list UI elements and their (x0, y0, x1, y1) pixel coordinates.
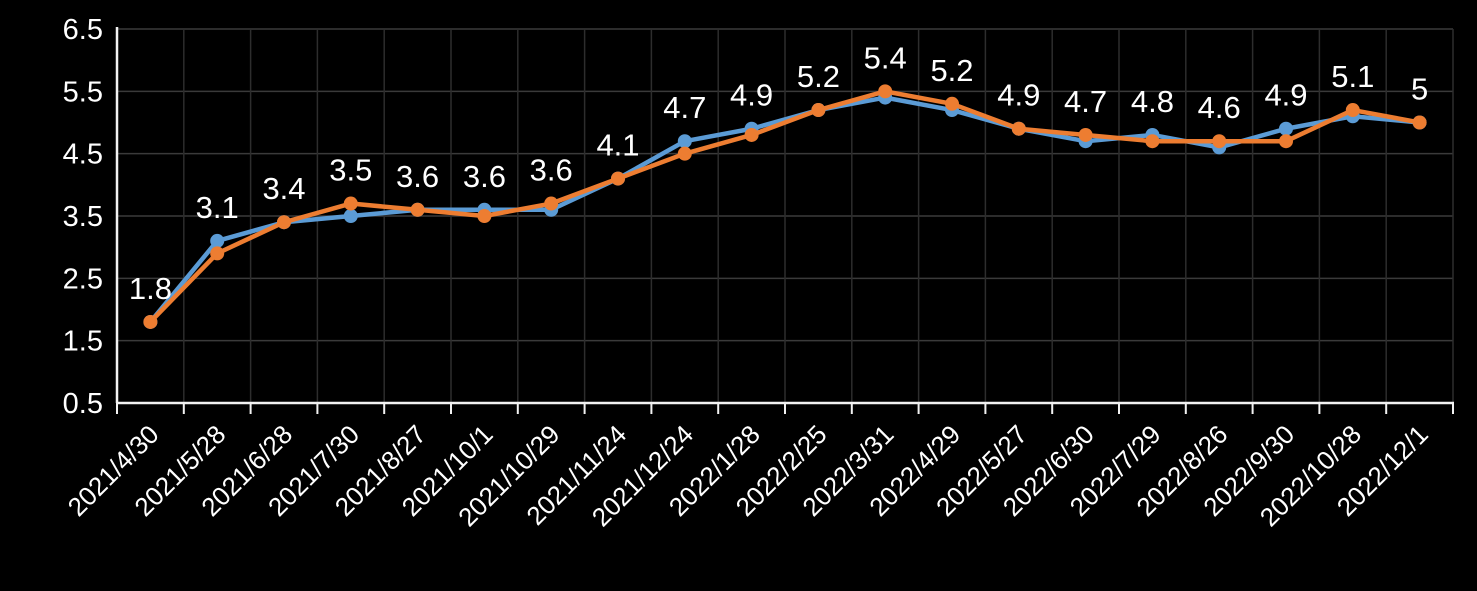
series-orange-marker (677, 146, 692, 161)
data-label: 4.6 (1198, 90, 1241, 125)
series-orange-marker (343, 196, 358, 211)
data-label: 3.6 (396, 159, 439, 194)
data-label: 1.8 (129, 271, 172, 306)
series-orange-marker (277, 215, 291, 230)
data-label: 5.2 (797, 59, 840, 94)
data-label: 5 (1411, 72, 1428, 107)
series-orange-marker (1011, 121, 1026, 136)
series-orange-marker (1212, 134, 1227, 149)
y-tick-label: 2.5 (63, 263, 103, 295)
data-label: 4.7 (1064, 84, 1107, 119)
data-label: 3.1 (196, 190, 239, 225)
data-label: 4.9 (730, 78, 773, 113)
series-orange-marker (811, 103, 826, 118)
series-orange-marker (1078, 127, 1093, 142)
y-tick-label: 1.5 (63, 326, 103, 358)
series-blue-marker (343, 209, 358, 223)
series-orange-marker (1279, 134, 1293, 149)
data-label: 3.6 (463, 159, 506, 194)
series-orange-line (148, 89, 1422, 325)
data-label: 4.9 (997, 78, 1040, 113)
series-orange-marker (477, 209, 492, 223)
series-orange-marker (1412, 115, 1427, 130)
data-label: 3.5 (329, 153, 372, 188)
data-label: 3.6 (530, 153, 573, 188)
y-tick-label: 4.5 (63, 139, 103, 171)
series-blue-marker (677, 134, 692, 149)
series-orange-marker (1345, 103, 1360, 118)
series-blue-marker (1279, 121, 1293, 136)
series-orange-marker (744, 127, 759, 142)
series-orange-marker (611, 171, 625, 186)
series-orange-marker (410, 202, 425, 217)
series-orange-marker (945, 96, 959, 111)
series-orange-marker (210, 246, 225, 261)
data-label: 4.9 (1264, 78, 1307, 113)
y-tick-label: 6.5 (63, 14, 103, 46)
series-orange-marker (1145, 134, 1160, 149)
series-orange-marker (143, 314, 158, 329)
y-tick-label: 0.5 (63, 388, 103, 420)
data-label: 4.1 (596, 128, 639, 163)
series-orange-marker (878, 84, 893, 99)
data-label: 5.2 (930, 53, 973, 88)
data-label: 5.4 (864, 40, 907, 75)
y-tick-label: 5.5 (63, 76, 103, 108)
data-label: 4.7 (663, 90, 706, 125)
data-label: 3.4 (262, 171, 305, 206)
series-blue-line (148, 95, 1422, 325)
data-label: 4.8 (1131, 84, 1174, 119)
series-orange-marker (544, 196, 559, 211)
data-label: 5.1 (1331, 59, 1374, 94)
series-blue-marker (210, 233, 225, 248)
y-tick-label: 3.5 (63, 201, 103, 233)
